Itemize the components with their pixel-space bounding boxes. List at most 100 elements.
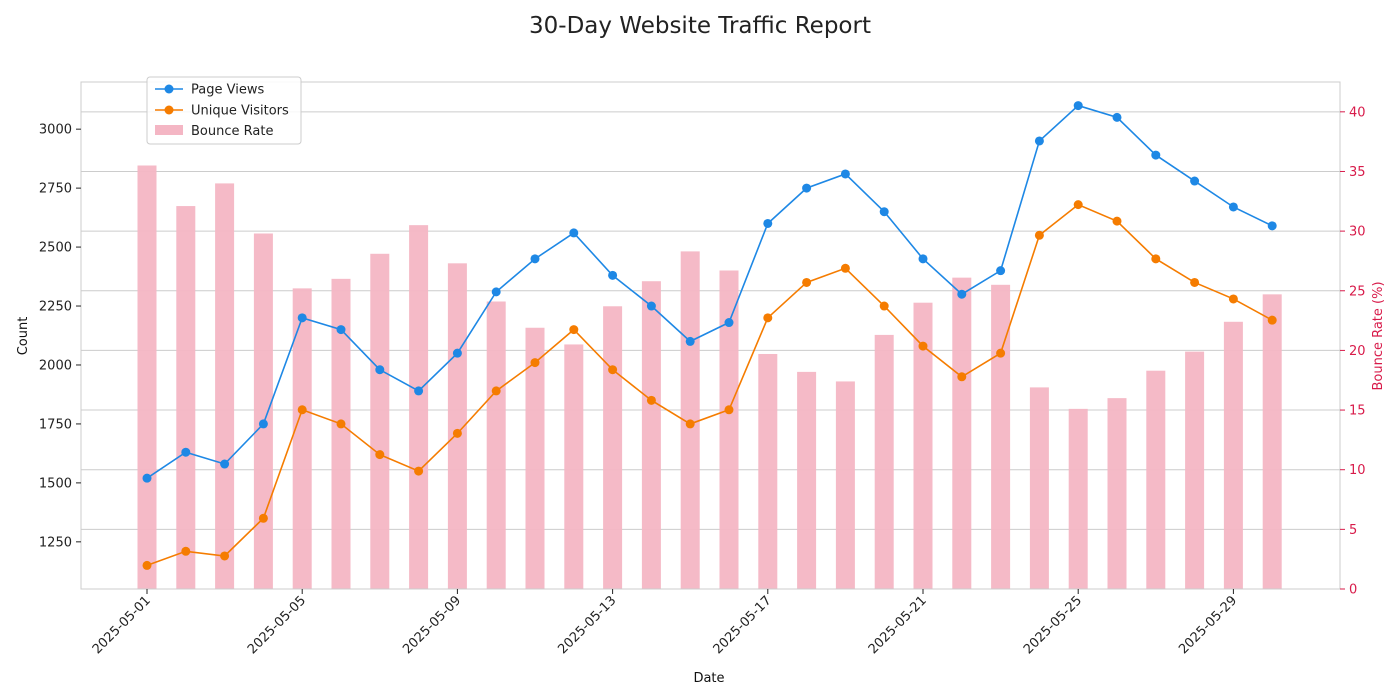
unique-visitors-point-2025-05-17 <box>763 313 773 323</box>
bounce-rate-bar-2025-05-05 <box>292 288 312 589</box>
right-tick-label-20: 20 <box>1349 344 1366 359</box>
unique-visitors-point-2025-05-24 <box>1034 230 1044 240</box>
x-axis-ticks: 2025-05-01 2025-05-05 2025-05-09 2025-05-13… <box>90 589 1240 657</box>
right-tick-label-25: 25 <box>1349 284 1366 299</box>
unique-visitors-point-2025-05-28 <box>1190 277 1200 287</box>
unique-visitors-point-2025-05-22 <box>957 372 967 382</box>
page-views-point-2025-05-24 <box>1034 136 1044 146</box>
x-tick-label-2025-05-21: 2025-05-21 <box>866 593 930 657</box>
x-tick-label-2025-05-29: 2025-05-29 <box>1176 593 1240 657</box>
page-views-point-2025-05-25 <box>1073 101 1083 111</box>
unique-visitors-point-2025-05-19 <box>840 263 850 273</box>
page-views-point-2025-05-30 <box>1267 221 1277 231</box>
unique-visitors-point-2025-05-11 <box>530 358 540 368</box>
page-views-point-2025-05-28 <box>1190 176 1200 186</box>
left-tick-label-2500: 2500 <box>39 241 72 256</box>
legend-bounce-rate-swatch <box>155 125 183 135</box>
bounce-rate-bar-2025-05-29 <box>1223 321 1243 589</box>
page-views-point-2025-05-19 <box>840 169 850 179</box>
page-views-point-2025-05-27 <box>1151 150 1161 160</box>
unique-visitors-point-2025-05-30 <box>1267 315 1277 325</box>
legend-page-views-marker <box>164 84 174 94</box>
left-axis-ticks: 1250 1500 1750 2000 2250 2500 2750 3000 <box>39 123 81 550</box>
bounce-rate-bar-2025-05-27 <box>1146 370 1166 589</box>
right-tick-label-15: 15 <box>1349 404 1366 419</box>
page-views-point-2025-05-21 <box>918 254 928 264</box>
right-tick-label-5: 5 <box>1349 523 1357 538</box>
unique-visitors-point-2025-05-05 <box>297 405 307 415</box>
unique-visitors-point-2025-05-10 <box>491 386 501 396</box>
bounce-rate-bar-2025-05-19 <box>835 381 855 589</box>
x-tick-label-2025-05-01: 2025-05-01 <box>90 593 154 657</box>
page-views-point-2025-05-02 <box>181 447 191 457</box>
unique-visitors-point-2025-05-27 <box>1151 254 1161 264</box>
y-axis-title: Count <box>16 317 31 356</box>
page-views-point-2025-05-17 <box>763 218 773 228</box>
x-tick-label-2025-05-05: 2025-05-05 <box>245 593 309 657</box>
page-views-point-2025-05-22 <box>957 289 967 299</box>
unique-visitors-point-2025-05-01 <box>142 560 152 570</box>
unique-visitors-point-2025-05-15 <box>685 419 695 429</box>
unique-visitors-point-2025-05-12 <box>569 325 579 335</box>
bounce-rate-bar-2025-05-25 <box>1068 408 1088 589</box>
bounce-rate-bar-2025-05-24 <box>1029 387 1049 589</box>
left-tick-label-1500: 1500 <box>39 476 72 491</box>
bounce-rate-bar-2025-05-07 <box>370 253 390 590</box>
right-tick-label-35: 35 <box>1349 165 1366 180</box>
bounce-rate-bar-2025-05-04 <box>253 233 273 589</box>
bounce-rate-bar-2025-05-06 <box>331 278 351 589</box>
unique-visitors-point-2025-05-07 <box>375 450 385 460</box>
bounce-rate-bar-2025-05-12 <box>564 344 584 589</box>
bounce-rate-bar-2025-05-26 <box>1107 398 1127 589</box>
page-views-point-2025-05-05 <box>297 313 307 323</box>
bounce-rate-bar-2025-05-13 <box>603 306 623 589</box>
unique-visitors-point-2025-05-29 <box>1228 294 1238 304</box>
page-views-point-2025-05-20 <box>879 207 889 217</box>
bounce-rate-bar-2025-05-02 <box>176 206 196 589</box>
bounce-rate-bar-2025-05-18 <box>797 371 817 589</box>
page-views-point-2025-05-04 <box>258 419 268 429</box>
page-views-point-2025-05-29 <box>1228 202 1238 212</box>
page-views-point-2025-05-18 <box>802 183 812 193</box>
left-tick-label-2000: 2000 <box>39 358 72 373</box>
unique-visitors-point-2025-05-25 <box>1073 200 1083 210</box>
unique-visitors-point-2025-05-20 <box>879 301 889 311</box>
bounce-rate-bar-2025-05-14 <box>641 281 661 589</box>
unique-visitors-point-2025-05-16 <box>724 405 734 415</box>
unique-visitors-point-2025-05-08 <box>414 466 424 476</box>
bounce-rate-bar-2025-05-21 <box>913 302 933 589</box>
left-tick-label-1750: 1750 <box>39 417 72 432</box>
unique-visitors-line <box>146 203 1273 567</box>
unique-visitors-point-2025-05-18 <box>802 277 812 287</box>
bounce-rate-bar-2025-05-22 <box>952 277 972 589</box>
page-views-point-2025-05-23 <box>996 266 1006 276</box>
unique-visitors-point-2025-05-06 <box>336 419 346 429</box>
page-views-point-2025-05-14 <box>646 301 656 311</box>
unique-visitors-point-2025-05-21 <box>918 341 928 351</box>
page-views-point-2025-05-13 <box>608 270 618 280</box>
page-views-point-2025-05-06 <box>336 325 346 335</box>
unique-visitors-point-2025-05-09 <box>452 428 462 438</box>
page-views-point-2025-05-03 <box>220 459 230 469</box>
bounce-rate-bar-2025-05-23 <box>991 284 1011 589</box>
legend-bounce-rate-label: Bounce Rate <box>191 124 273 139</box>
page-views-point-2025-05-26 <box>1112 112 1122 122</box>
bounce-rate-bar-2025-05-30 <box>1262 294 1282 589</box>
page-views-point-2025-05-16 <box>724 318 734 328</box>
page-views-line <box>146 104 1273 479</box>
bounce-rate-bar-2025-05-20 <box>874 334 894 589</box>
bounce-rate-bars <box>137 165 1282 590</box>
unique-visitors-point-2025-05-13 <box>608 365 618 375</box>
unique-visitors-point-2025-05-14 <box>646 395 656 405</box>
left-tick-label-2250: 2250 <box>39 300 72 315</box>
right-axis-ticks: 0 5 10 15 20 25 30 35 40 <box>1340 105 1366 598</box>
bounce-rate-bar-2025-05-17 <box>758 353 778 589</box>
bounce-rate-bar-2025-05-11 <box>525 327 545 589</box>
unique-visitors-point-2025-05-23 <box>996 348 1006 358</box>
bounce-rate-bar-2025-05-16 <box>719 270 739 589</box>
unique-visitors-point-2025-05-02 <box>181 546 191 556</box>
page-views-point-2025-05-08 <box>414 386 424 396</box>
bounce-rate-bar-2025-05-01 <box>137 165 157 589</box>
unique-visitors-point-2025-05-26 <box>1112 216 1122 226</box>
